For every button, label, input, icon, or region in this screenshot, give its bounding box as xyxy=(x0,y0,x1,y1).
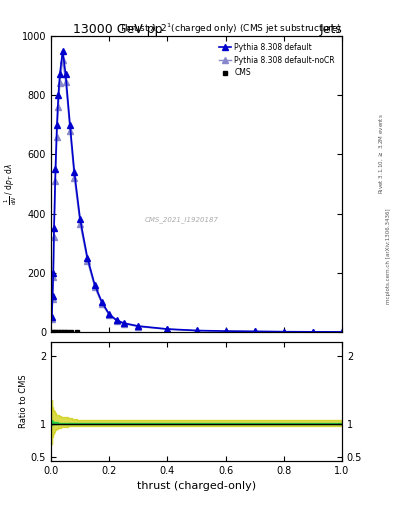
Text: CMS_2021_I1920187: CMS_2021_I1920187 xyxy=(145,216,219,223)
Pythia 8.308 default xyxy=(223,328,228,334)
Pythia 8.308 default xyxy=(50,293,55,300)
Pythia 8.308 default xyxy=(56,92,61,98)
Pythia 8.308 default xyxy=(107,311,112,317)
Pythia 8.308 default xyxy=(281,329,286,335)
Pythia 8.308 default xyxy=(57,71,62,77)
Pythia 8.308 default-noCR xyxy=(165,326,170,332)
Text: Thrust $\lambda$_2$^1$(charged only) (CMS jet substructure): Thrust $\lambda$_2$^1$(charged only) (CM… xyxy=(119,22,342,36)
Pythia 8.308 default xyxy=(165,326,170,332)
Pythia 8.308 default-noCR xyxy=(136,324,141,330)
Pythia 8.308 default-noCR xyxy=(121,321,126,327)
Pythia 8.308 default xyxy=(92,282,97,288)
Pythia 8.308 default xyxy=(136,323,141,329)
Pythia 8.308 default-noCR xyxy=(92,284,97,290)
CMS xyxy=(59,329,64,335)
Y-axis label: $\frac{1}{\mathrm{d}N}$ / $\mathrm{d}p_T$ $\mathrm{d}\lambda$: $\frac{1}{\mathrm{d}N}$ / $\mathrm{d}p_T… xyxy=(3,163,19,205)
Pythia 8.308 default xyxy=(61,48,65,54)
Text: mcplots.cern.ch [arXiv:1306.3436]: mcplots.cern.ch [arXiv:1306.3436] xyxy=(386,208,391,304)
Pythia 8.308 default-noCR xyxy=(51,234,56,240)
CMS xyxy=(62,329,66,335)
Line: Pythia 8.308 default-noCR: Pythia 8.308 default-noCR xyxy=(49,57,345,335)
Pythia 8.308 default-noCR xyxy=(114,317,119,324)
Text: Jets: Jets xyxy=(319,23,342,36)
Pythia 8.308 default-noCR xyxy=(281,329,286,335)
Pythia 8.308 default xyxy=(51,225,56,231)
Pythia 8.308 default xyxy=(72,169,77,175)
Pythia 8.308 default-noCR xyxy=(51,274,56,280)
CMS xyxy=(75,329,80,335)
Line: Pythia 8.308 default: Pythia 8.308 default xyxy=(49,48,345,335)
CMS xyxy=(53,329,58,335)
Pythia 8.308 default xyxy=(53,166,58,172)
Pythia 8.308 default-noCR xyxy=(57,80,62,87)
Pythia 8.308 default xyxy=(340,329,344,335)
Pythia 8.308 default xyxy=(252,328,257,334)
Text: 13000 GeV pp: 13000 GeV pp xyxy=(73,23,163,36)
Pythia 8.308 default-noCR xyxy=(100,301,105,307)
Pythia 8.308 default-noCR xyxy=(252,328,257,334)
Pythia 8.308 default xyxy=(121,320,126,326)
Pythia 8.308 default-noCR xyxy=(78,221,83,227)
Pythia 8.308 default xyxy=(85,255,90,261)
Pythia 8.308 default-noCR xyxy=(340,329,344,335)
Text: Rivet 3.1.10, $\geq$ 3.2M events: Rivet 3.1.10, $\geq$ 3.2M events xyxy=(378,113,385,194)
X-axis label: thrust (charged-only): thrust (charged-only) xyxy=(137,481,256,491)
Pythia 8.308 default xyxy=(78,217,83,223)
Pythia 8.308 default-noCR xyxy=(61,56,65,62)
Pythia 8.308 default xyxy=(50,314,54,320)
Pythia 8.308 default-noCR xyxy=(310,329,315,335)
Y-axis label: Ratio to CMS: Ratio to CMS xyxy=(19,375,28,429)
Pythia 8.308 default-noCR xyxy=(53,178,58,184)
Pythia 8.308 default-noCR xyxy=(50,315,54,322)
Pythia 8.308 default xyxy=(114,317,119,323)
Pythia 8.308 default xyxy=(55,122,59,128)
Pythia 8.308 default-noCR xyxy=(56,104,61,110)
Legend: Pythia 8.308 default, Pythia 8.308 default-noCR, CMS: Pythia 8.308 default, Pythia 8.308 defau… xyxy=(216,39,338,80)
Pythia 8.308 default-noCR xyxy=(85,258,90,264)
Pythia 8.308 default-noCR xyxy=(63,79,68,85)
Pythia 8.308 default-noCR xyxy=(68,127,72,134)
Pythia 8.308 default-noCR xyxy=(194,328,199,334)
Pythia 8.308 default xyxy=(68,122,72,128)
Pythia 8.308 default xyxy=(63,71,68,77)
Pythia 8.308 default xyxy=(310,329,315,335)
CMS xyxy=(56,329,61,335)
CMS xyxy=(50,329,55,335)
Pythia 8.308 default xyxy=(100,300,105,306)
Pythia 8.308 default-noCR xyxy=(223,328,228,334)
Pythia 8.308 default-noCR xyxy=(107,312,112,318)
CMS xyxy=(65,329,70,335)
Pythia 8.308 default-noCR xyxy=(50,296,55,303)
Line: CMS: CMS xyxy=(50,330,79,334)
Pythia 8.308 default xyxy=(194,328,199,334)
Pythia 8.308 default xyxy=(51,270,56,276)
Pythia 8.308 default-noCR xyxy=(55,134,59,140)
CMS xyxy=(69,329,74,335)
Pythia 8.308 default-noCR xyxy=(72,175,77,181)
